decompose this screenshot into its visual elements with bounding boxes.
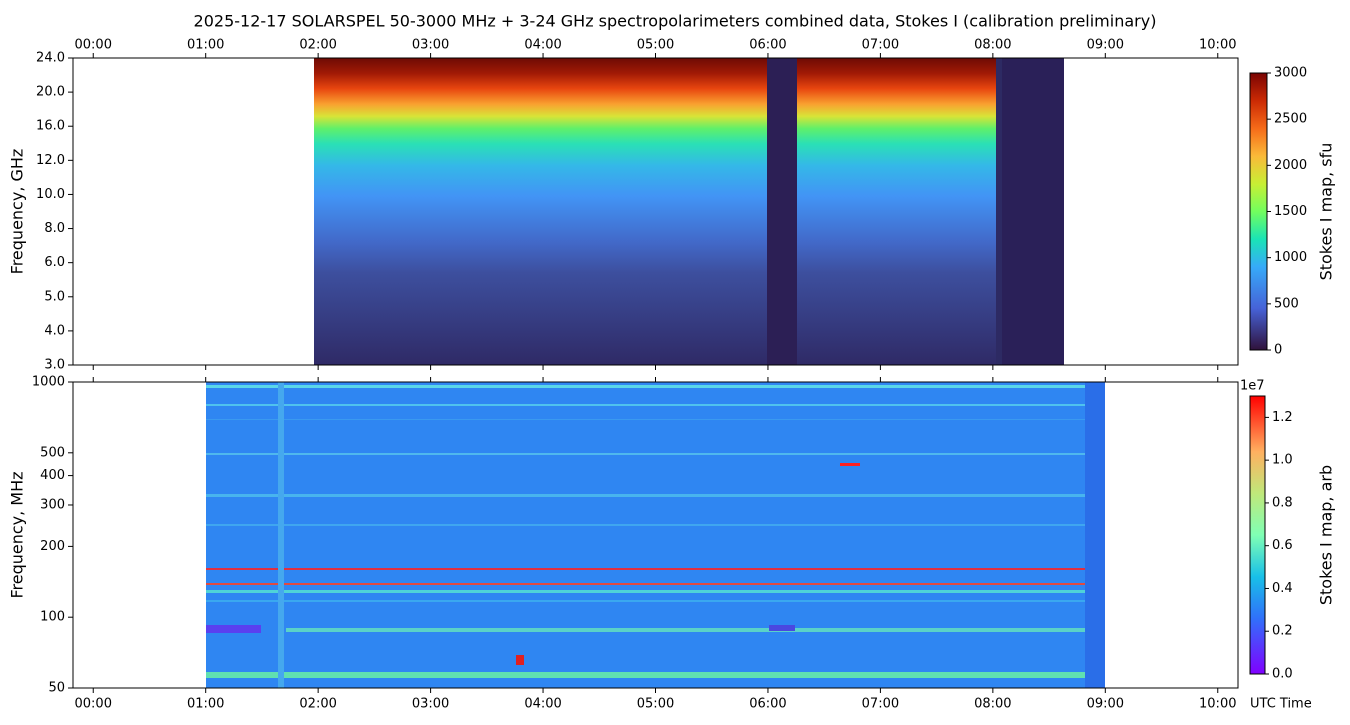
y-tick-label: 100 [40,610,65,625]
y-tick-label: 200 [40,539,65,554]
y-tick-label: 3.0 [44,358,65,373]
colorbar-label: Stokes I map, sfu [1317,143,1336,281]
colorbar-label: Stokes I map, arb [1317,465,1336,605]
heatmap-top [314,58,1064,365]
y-tick-label: 6.0 [44,255,65,270]
x-tick-label: 03:00 [412,38,449,53]
x-tick-label: 04:00 [524,697,561,712]
x-tick-label: 05:00 [637,38,674,53]
colorbar-tick-label: 500 [1274,296,1299,311]
y-tick-label: 5.0 [44,289,65,304]
y-tick-label: 20.0 [36,85,65,100]
x-tick-label: 01:00 [187,38,224,53]
y-tick-label: 500 [40,445,65,460]
x-tick-label: 09:00 [1087,697,1124,712]
x-tick-label: 06:00 [749,697,786,712]
colorbar-tick-label: 0.6 [1272,538,1293,553]
y-axis-label: Frequency, GHz [8,149,27,275]
colorbar-tick-label: 2000 [1274,158,1307,173]
y-tick-label: 12.0 [36,153,65,168]
colorbar-tick-label: 1.2 [1272,410,1293,425]
colorbar-top [1250,73,1267,350]
x-tick-label: 02:00 [299,697,336,712]
x-tick-label: 06:00 [749,38,786,53]
y-tick-label: 400 [40,468,65,483]
x-tick-label: 10:00 [1199,38,1236,53]
colorbar-tick-label: 1.0 [1272,453,1293,468]
x-tick-label: 00:00 [75,697,112,712]
x-tick-label: 04:00 [524,38,561,53]
x-tick-label: 09:00 [1087,38,1124,53]
colorbar-bottom [1250,396,1265,674]
x-tick-label: 03:00 [412,697,449,712]
y-tick-label: 1000 [32,375,65,390]
x-tick-label: 10:00 [1199,697,1236,712]
x-tick-label: 00:00 [75,38,112,53]
colorbar-frame [1249,395,1266,675]
y-tick-label: 24.0 [36,51,65,66]
colorbar-tick-label: 3000 [1274,66,1307,81]
x-tick-label: 05:00 [637,697,674,712]
y-tick-label: 4.0 [44,323,65,338]
colorbar-tick-label: 0.4 [1272,581,1293,596]
y-tick-label: 16.0 [36,119,65,134]
x-tick-label: 08:00 [974,38,1011,53]
chart-title: 2025-12-17 SOLARSPEL 50-3000 MHz + 3-24 … [194,12,1157,31]
y-tick-label: 8.0 [44,221,65,236]
x-tick-label: 02:00 [299,38,336,53]
colorbar-tick-label: 1000 [1274,250,1307,265]
y-axis-label: Frequency, MHz [8,471,27,598]
x-axis-label: UTC Time [1250,697,1312,712]
colorbar-offset: 1e7 [1240,379,1265,394]
colorbar-tick-label: 0.0 [1272,667,1293,682]
x-tick-label: 07:00 [862,38,899,53]
heatmap-bottom [206,382,1105,688]
colorbar-tick-label: 0.8 [1272,495,1293,510]
x-tick-label: 08:00 [974,697,1011,712]
colorbar-tick-label: 0 [1274,343,1282,358]
y-tick-label: 300 [40,497,65,512]
colorbar-tick-label: 2500 [1274,112,1307,127]
x-tick-label: 07:00 [862,697,899,712]
y-tick-label: 50 [48,681,65,696]
y-tick-label: 10.0 [36,187,65,202]
colorbar-tick-label: 1500 [1274,204,1307,219]
colorbar-tick-label: 0.2 [1272,624,1293,639]
x-tick-label: 01:00 [187,697,224,712]
